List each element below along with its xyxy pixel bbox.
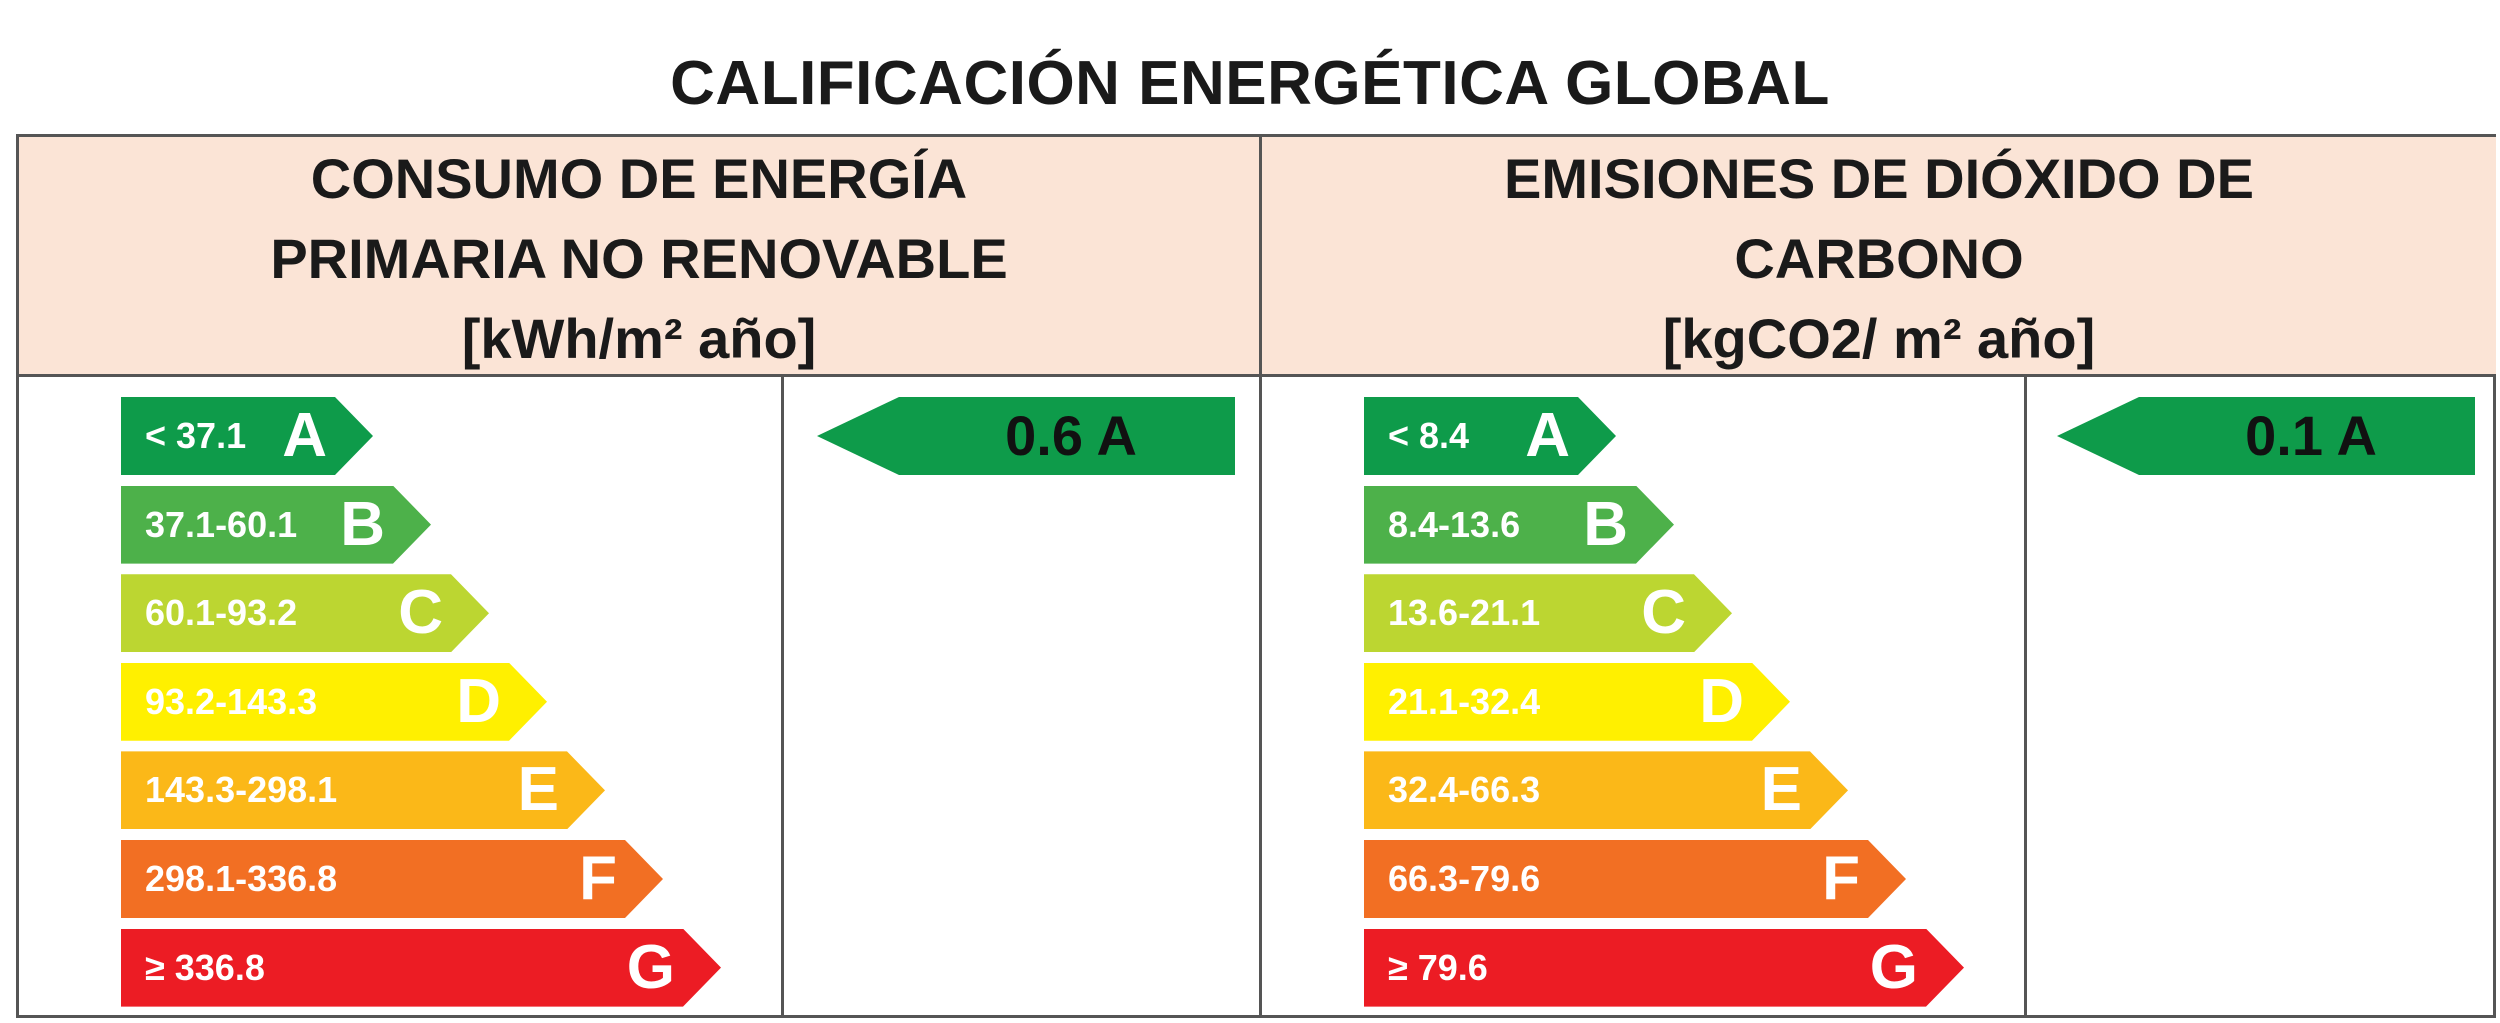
scale-row-g: ≥ 336.8 G	[121, 929, 721, 1007]
scale-row-c: 13.6-21.1 C	[1364, 574, 1732, 652]
scale-row-e: 32.4-66.3 E	[1364, 751, 1848, 829]
page-title: CALIFICACIÓN ENERGÉTICA GLOBAL	[670, 49, 1830, 118]
scale-row-f: 66.3-79.6 F	[1364, 840, 1906, 918]
scale-range: 66.3-79.6	[1388, 858, 1541, 899]
scale-range: 143.3-298.1	[145, 769, 338, 811]
scale-row-a: < 37.1 A	[121, 397, 373, 475]
scale-range: 37.1-60.1	[145, 503, 298, 545]
scale-range: 32.4-66.3	[1388, 769, 1541, 811]
scale-row-b: 8.4-13.6 B	[1364, 486, 1674, 564]
co2-rating-arrow: 0.1 A	[2057, 397, 2475, 475]
scale-letter: C	[1641, 578, 1686, 648]
scale-row-g: ≥ 79.6 G	[1364, 929, 1964, 1007]
scale-letter: G	[626, 932, 675, 1002]
scale-letter: F	[579, 844, 617, 913]
scale-range: < 37.1	[145, 415, 247, 456]
scale-row-d: 21.1-32.4 D	[1364, 663, 1790, 741]
scale-range: 13.6-21.1	[1388, 592, 1541, 634]
heading-line: EMISIONES DE DIÓXIDO DE	[1504, 147, 2254, 210]
scale-letter: B	[1583, 489, 1628, 559]
heading-line: CONSUMO DE ENERGÍA	[310, 147, 968, 210]
scale-letter: A	[282, 401, 327, 470]
scale-letter: E	[517, 755, 559, 825]
energy-scale-area: < 37.1 A 37.1-60.1 B 60.1-93.2 C 93.2-143.3 D 14…	[19, 377, 1259, 1015]
scale-letter: E	[1760, 755, 1802, 825]
scale-letter: D	[1699, 666, 1744, 736]
column-divider	[781, 377, 784, 1015]
scale-range: 21.1-32.4	[1388, 680, 1541, 722]
energy-consumption-panel: CONSUMO DE ENERGÍA PRIMARIA NO RENOVABLE…	[19, 137, 1259, 1015]
scale-row-e: 143.3-298.1 E	[121, 751, 605, 829]
scale-range: ≥ 336.8	[145, 946, 265, 988]
co2-emissions-panel: EMISIONES DE DIÓXIDO DE CARBONO [kgCO2/ …	[1259, 137, 2496, 1015]
scale-letter: F	[1822, 844, 1860, 913]
scale-row-d: 93.2-143.3 D	[121, 663, 547, 741]
energy-rating-arrow: 0.6 A	[817, 397, 1235, 475]
scale-letter: C	[398, 578, 443, 648]
scale-range: < 8.4	[1388, 415, 1470, 456]
co2-emissions-heading: EMISIONES DE DIÓXIDO DE CARBONO [kgCO2/ …	[1262, 137, 2496, 377]
heading-unit: [kgCO2/ m² año]	[1662, 307, 2096, 370]
scale-range: ≥ 79.6	[1388, 946, 1488, 988]
rating-table: CONSUMO DE ENERGÍA PRIMARIA NO RENOVABLE…	[16, 134, 2496, 1018]
energy-consumption-heading: CONSUMO DE ENERGÍA PRIMARIA NO RENOVABLE…	[19, 137, 1259, 377]
heading-line: CARBONO	[1734, 227, 2024, 290]
scale-row-f: 298.1-336.8 F	[121, 840, 663, 918]
heading-line: PRIMARIA NO RENOVABLE	[270, 227, 1008, 290]
scale-row-a: < 8.4 A	[1364, 397, 1616, 475]
scale-range: 298.1-336.8	[145, 858, 338, 899]
scale-range: 60.1-93.2	[145, 592, 298, 634]
scale-row-b: 37.1-60.1 B	[121, 486, 431, 564]
scale-letter: B	[340, 489, 385, 559]
column-divider	[2024, 377, 2027, 1015]
scale-row-c: 60.1-93.2 C	[121, 574, 489, 652]
co2-scale-area: < 8.4 A 8.4-13.6 B 13.6-21.1 C 21.1-32.4 D 32.4-…	[1262, 377, 2496, 1015]
scale-range: 8.4-13.6	[1388, 503, 1521, 545]
heading-unit: [kWh/m² año]	[461, 307, 817, 370]
scale-range: 93.2-143.3	[145, 680, 318, 722]
scale-letter: G	[1869, 932, 1918, 1002]
scale-letter: D	[456, 666, 501, 736]
scale-letter: A	[1525, 401, 1570, 470]
